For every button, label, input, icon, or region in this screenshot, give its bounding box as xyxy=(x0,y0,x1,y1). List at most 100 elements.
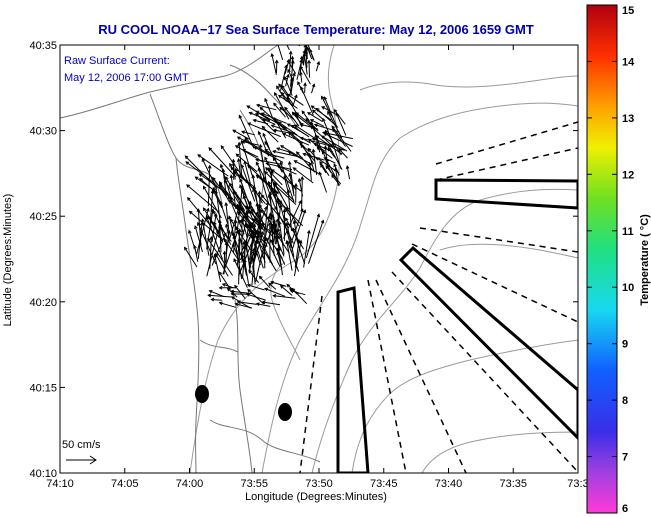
current-vector-head xyxy=(276,41,279,44)
current-vector xyxy=(262,301,281,306)
current-vector-head xyxy=(298,199,302,204)
current-vector-head xyxy=(239,184,243,189)
current-vector-head xyxy=(247,164,251,169)
x-tick-label: 73:45 xyxy=(370,478,398,490)
current-vector-head xyxy=(311,83,316,88)
current-vector-head xyxy=(319,160,323,165)
current-vector xyxy=(286,240,293,271)
current-vector-head xyxy=(286,73,290,78)
current-vector xyxy=(273,184,297,205)
current-vector-head xyxy=(291,111,296,116)
current-vector-head xyxy=(324,129,329,134)
current-vector-head xyxy=(307,152,312,157)
current-vector xyxy=(327,111,343,139)
current-vector xyxy=(269,213,275,257)
current-vector xyxy=(212,190,223,209)
current-vector xyxy=(287,60,297,74)
current-vector xyxy=(277,165,297,175)
current-vector-head xyxy=(194,176,199,181)
current-vector-head xyxy=(325,165,330,170)
current-vector xyxy=(194,225,203,253)
current-vector xyxy=(324,146,329,169)
current-vector-head xyxy=(264,148,269,153)
current-vector xyxy=(235,303,253,309)
current-vector-head xyxy=(321,95,325,100)
current-vector-head xyxy=(274,91,278,96)
current-vector xyxy=(266,153,285,159)
current-vector xyxy=(299,66,311,85)
current-vector-head xyxy=(272,222,276,227)
current-vector xyxy=(303,230,310,268)
current-vector xyxy=(238,158,242,178)
current-vector-head xyxy=(231,231,236,236)
current-vector xyxy=(332,142,342,170)
current-vector xyxy=(263,244,266,269)
current-vector xyxy=(271,53,277,76)
current-vector xyxy=(285,74,289,87)
current-vector-head xyxy=(258,143,263,148)
current-vector-head xyxy=(264,287,269,292)
current-vector-head xyxy=(212,186,216,191)
current-vector-head xyxy=(200,218,205,223)
current-vector-head xyxy=(251,221,255,226)
current-vector xyxy=(300,86,314,116)
current-vector xyxy=(280,285,293,296)
current-vector xyxy=(230,219,257,258)
current-vector xyxy=(273,182,289,209)
current-vector xyxy=(296,59,303,80)
current-vector-head xyxy=(294,94,298,99)
current-vector xyxy=(308,220,324,264)
current-vector-head xyxy=(251,257,256,262)
current-vector-head xyxy=(257,130,262,135)
current-vector-head xyxy=(233,258,237,263)
colorbar-tick-label: 14 xyxy=(622,56,635,68)
current-vector xyxy=(312,149,318,176)
current-vector-head xyxy=(332,128,336,133)
current-vector-head xyxy=(235,153,240,158)
current-vector xyxy=(286,284,298,295)
current-vector-head xyxy=(229,174,234,179)
current-vector-head xyxy=(300,86,304,91)
current-vector xyxy=(331,174,341,186)
current-vector-head xyxy=(253,146,258,150)
current-vector xyxy=(249,232,254,261)
current-vector-head xyxy=(335,112,340,117)
current-vector xyxy=(238,115,255,149)
current-vector xyxy=(206,216,224,260)
current-vector-head xyxy=(197,154,202,158)
current-vector xyxy=(273,295,296,299)
current-vector-head xyxy=(303,82,307,87)
current-vector xyxy=(206,230,219,277)
current-vector-head xyxy=(240,185,245,190)
current-vector xyxy=(304,83,306,93)
current-vector-head xyxy=(219,183,223,188)
current-vector-head xyxy=(320,135,325,140)
current-vector-head xyxy=(188,229,192,234)
current-vector xyxy=(252,186,263,204)
current-vector xyxy=(293,220,300,248)
current-vector-head xyxy=(327,110,331,115)
current-vector-head xyxy=(306,229,311,234)
current-vector-head xyxy=(213,212,218,217)
current-vector xyxy=(211,299,222,301)
current-vector xyxy=(259,276,271,289)
current-vector xyxy=(273,117,287,139)
colorbar-tick-label: 9 xyxy=(622,339,628,351)
current-vector-head xyxy=(193,244,197,249)
current-vector-head xyxy=(282,208,287,213)
current-vector-head xyxy=(328,144,332,149)
current-vector-head xyxy=(260,194,265,199)
current-vector-head xyxy=(252,118,257,123)
current-vector-head xyxy=(228,199,233,204)
current-vector xyxy=(319,161,330,176)
current-vector-head xyxy=(237,141,242,146)
current-vector-head xyxy=(253,246,257,251)
current-vector-head xyxy=(302,209,307,214)
current-vector-head xyxy=(264,156,268,161)
x-tick-label: 73:3 xyxy=(567,478,588,490)
current-vector xyxy=(315,61,320,72)
x-axis-ticks: 74:10 74:05 74:00 73:55 73:50 73:45 73:40 73:35… xyxy=(46,45,589,490)
current-vector-head xyxy=(270,124,275,128)
current-vector xyxy=(249,112,271,122)
current-vector xyxy=(335,113,347,136)
